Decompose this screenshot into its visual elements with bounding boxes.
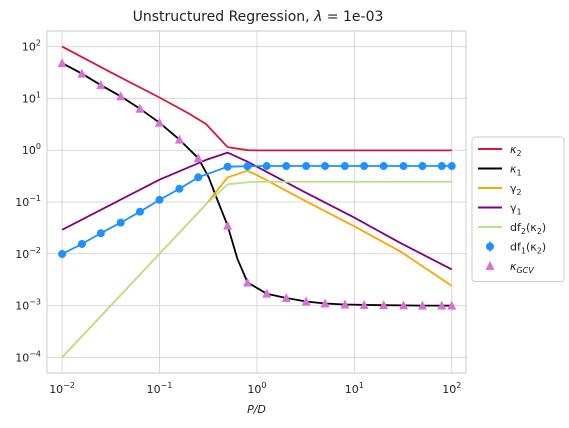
- series-6: [57, 58, 457, 310]
- x-tick-label-0: 10−2: [49, 381, 75, 396]
- series-6-point-14: [340, 299, 350, 309]
- series-5-point-19: [437, 162, 446, 171]
- legend-item-2: γ2: [478, 182, 522, 197]
- series-5-point-7: [194, 173, 203, 182]
- series-5-point-3: [116, 218, 125, 227]
- series-6-point-8: [223, 220, 233, 230]
- legend-item-1: κ1: [478, 163, 522, 178]
- legend-box: [471, 136, 565, 282]
- series-5-point-11: [282, 162, 291, 171]
- series-6-point-0: [57, 58, 67, 68]
- legend-label-0: κ2: [510, 143, 522, 158]
- series-6-point-7: [193, 153, 203, 163]
- legend-item-4: df2(κ2): [478, 221, 546, 236]
- series-6-point-11: [281, 293, 291, 303]
- series-5-point-9: [243, 162, 252, 171]
- series-6-point-5: [155, 117, 165, 127]
- series-5-point-17: [399, 162, 408, 171]
- series-6-point-20: [447, 300, 457, 310]
- series-3: [61, 151, 453, 271]
- series-5: [58, 162, 456, 259]
- legend-swatch-5: [486, 242, 494, 251]
- series-5-point-18: [418, 162, 427, 171]
- series-6-point-4: [135, 103, 145, 113]
- x-tick-label-1: 10−1: [147, 381, 173, 396]
- series-5-point-10: [262, 162, 271, 171]
- series-5-point-1: [77, 239, 86, 248]
- x-tick-label-4: 102: [442, 381, 461, 396]
- series-6-point-15: [359, 299, 369, 309]
- series-5-point-15: [360, 162, 369, 171]
- series-6-point-3: [116, 91, 126, 101]
- series-5-point-8: [223, 162, 232, 171]
- legend-label-6: κGCV: [510, 260, 534, 275]
- series-6-point-10: [262, 288, 272, 298]
- series-5-point-12: [302, 162, 311, 171]
- chart-title-lambda: λ: [313, 9, 322, 25]
- y-tick-label-4: 100: [22, 142, 41, 157]
- series-5-point-16: [379, 162, 388, 171]
- legend-item-3: γ1: [478, 202, 522, 217]
- y-tick-label-5: 101: [22, 90, 41, 105]
- legend-label-5: df1(κ2): [510, 241, 546, 256]
- plot-grid: [47, 31, 466, 373]
- y-tick-label-1: 10−3: [15, 298, 41, 313]
- x-axis-label: P/D: [247, 403, 266, 416]
- x-axis-ticks: 10−2 10−1 100 101 102: [49, 381, 461, 396]
- legend-label-4: df2(κ2): [510, 221, 546, 236]
- series-6-point-2: [96, 80, 106, 90]
- legend-label-1: κ1: [510, 163, 522, 178]
- chart-title: Unstructured Regression, λ = 1e-03: [133, 9, 384, 25]
- plot-series: [57, 45, 457, 359]
- series-6-point-13: [320, 298, 330, 308]
- y-axis-ticks: 10−4 10−3 10−2 10−1 100 101 102: [15, 39, 41, 365]
- legend-label-2: γ2: [510, 182, 522, 197]
- chart-title-value: = 1e-03: [322, 9, 383, 25]
- series-5-point-4: [135, 207, 144, 216]
- series-0: [61, 45, 452, 152]
- y-tick-label-6: 102: [22, 39, 41, 54]
- legend: κ2 κ1 γ2 γ1 df2(κ2) df1(κ2) κGCV: [471, 136, 565, 282]
- y-tick-label-0: 10−4: [15, 349, 41, 364]
- legend-label-3: γ1: [510, 202, 522, 217]
- series-line-0: [61, 45, 452, 152]
- series-6-point-1: [77, 68, 87, 78]
- series-line-3: [61, 151, 453, 271]
- series-5-point-6: [175, 184, 184, 193]
- series-1: [61, 62, 452, 307]
- series-6-point-6: [174, 134, 184, 144]
- series-6-point-12: [301, 296, 311, 306]
- series-6-point-19: [437, 300, 447, 310]
- series-5-point-5: [155, 195, 164, 204]
- chart-title-main: Unstructured Regression,: [133, 9, 314, 25]
- series-line-1: [61, 62, 452, 307]
- series-line-4: [61, 180, 452, 359]
- legend-item-0: κ2: [478, 143, 522, 158]
- x-tick-label-3: 101: [345, 381, 364, 396]
- series-6-point-17: [399, 300, 409, 310]
- x-tick-label-2: 100: [247, 381, 266, 396]
- legend-item-5: df1(κ2): [486, 241, 546, 256]
- y-tick-label-3: 10−1: [15, 194, 41, 209]
- series-5-point-20: [447, 162, 456, 171]
- series-6-point-9: [242, 277, 252, 287]
- y-tick-label-2: 10−2: [15, 246, 41, 261]
- legend-swatch-6: [485, 261, 495, 270]
- series-4: [61, 180, 452, 359]
- series-6-point-18: [417, 300, 427, 310]
- series-5-point-2: [96, 229, 105, 238]
- plot-frame: [46, 30, 467, 374]
- series-6-point-16: [379, 300, 389, 310]
- legend-item-6: κGCV: [485, 260, 534, 275]
- series-5-point-0: [58, 250, 67, 259]
- series-5-point-13: [321, 162, 330, 171]
- series-5-point-14: [340, 162, 349, 171]
